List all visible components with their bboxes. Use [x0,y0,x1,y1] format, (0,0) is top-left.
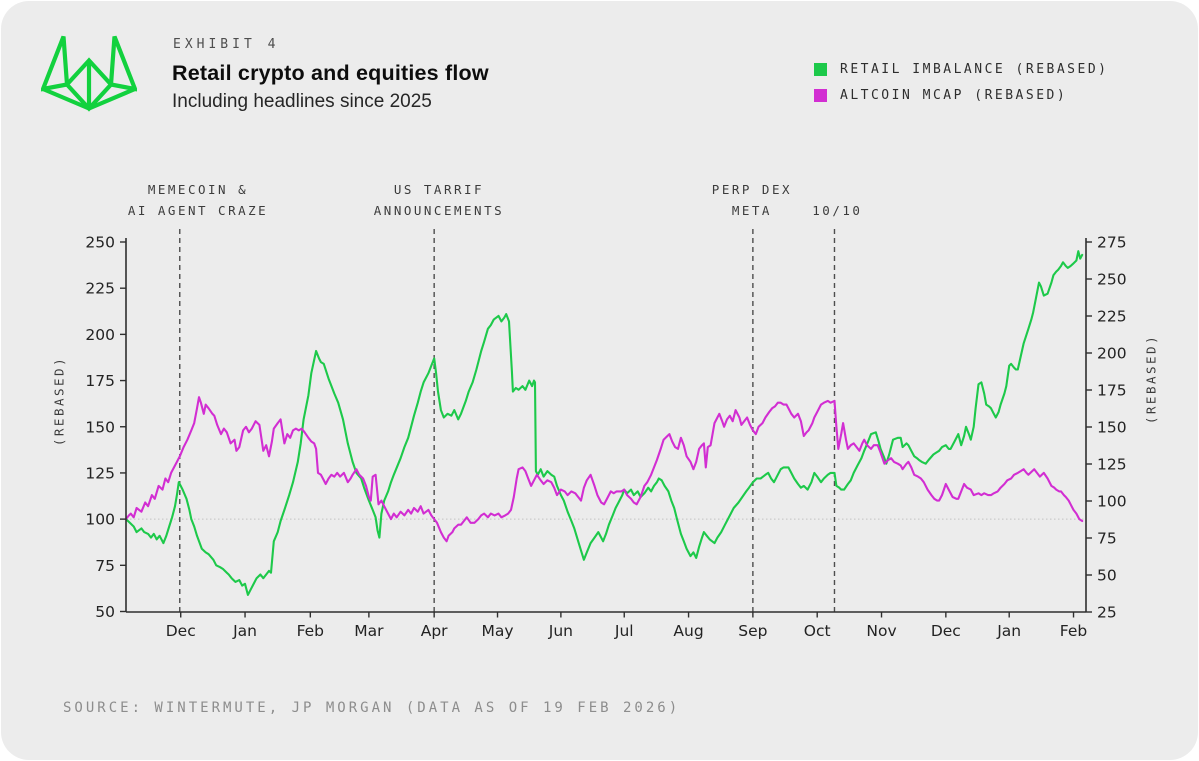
annotation-line: 10/10 [812,203,863,218]
left-axis-tick-label: 75 [95,557,115,575]
page-title: Retail crypto and equities flow [172,61,489,85]
annotation-line: PERP DEX [711,182,793,197]
legend: RETAIL IMBALANCE (REBASED) ALTCOIN MCAP … [814,56,1109,108]
left-axis-tick-label: 125 [85,464,115,482]
annotation-line: AI AGENT CRAZE [127,203,269,218]
left-axis-tick-label: 100 [85,511,115,529]
x-axis-tick-label: Mar [354,622,384,640]
annotation-line: MEMECOIN & [147,182,249,197]
x-axis-tick-label: Oct [804,622,831,640]
annotation-perp-dex-meta: PERP DEX META [632,179,872,221]
x-axis-tick-label: Apr [421,622,448,640]
right-axis-tick-label: 50 [1097,567,1117,585]
x-axis-tick-label: Jan [996,622,1021,640]
altcoin-mcap-swatch-icon [814,88,827,102]
annotation-10-10: 10/10 [717,179,957,221]
x-axis-tick-label: Aug [673,622,703,640]
right-axis-tick-label: 275 [1097,234,1127,252]
x-axis-tick-label: Sep [738,622,767,640]
wintermute-logo-icon [41,35,137,112]
legend-label: RETAIL IMBALANCE (REBASED) [840,61,1109,77]
legend-label: ALTCOIN MCAP (REBASED) [840,87,1068,103]
right-axis-tick-label: 125 [1097,456,1127,474]
series-line-altcoin-mcap [124,396,1084,543]
annotation-line: US TARRIF [393,182,485,197]
left-axis-tick-label: 250 [85,234,115,252]
right-axis-tick-label: 225 [1097,308,1127,326]
x-axis-tick-label: Feb [1060,622,1087,640]
right-axis-tick-label: 200 [1097,345,1127,363]
left-axis-tick-label: 50 [95,603,115,621]
x-axis-tick-label: May [481,622,513,640]
exhibit-label: EXHIBIT 4 [173,37,280,52]
annotation-us-tarrif-announcements: US TARRIF ANNOUNCEMENTS [319,179,559,221]
right-axis-tick-label: 150 [1097,419,1127,437]
x-axis-tick-label: Jun [548,622,573,640]
left-axis-tick-label: 200 [85,326,115,344]
legend-item-altcoin-mcap: ALTCOIN MCAP (REBASED) [814,82,1109,108]
series-line-retail-imbalance [124,250,1084,596]
annotation-line: ANNOUNCEMENTS [373,203,505,218]
legend-item-retail-imbalance: RETAIL IMBALANCE (REBASED) [814,56,1109,82]
right-axis-tick-label: 250 [1097,271,1127,289]
x-axis-tick-label: Nov [866,622,896,640]
x-axis-tick-label: Dec [931,622,961,640]
left-axis-tick-label: 150 [85,418,115,436]
right-axis-tick-label: 175 [1097,382,1127,400]
right-axis-tick-label: 100 [1097,493,1127,511]
left-axis-tick-label: 225 [85,280,115,298]
right-axis-tick-label: 25 [1097,604,1117,622]
page-subtitle: Including headlines since 2025 [172,91,432,112]
annotation-line: META [731,203,772,218]
annotation-memecoin-ai-agent-craze: MEMECOIN & AI AGENT CRAZE [78,179,318,221]
retail-imbalance-swatch-icon [814,62,827,76]
source-note: SOURCE: WINTERMUTE, JP MORGAN (DATA AS O… [63,700,681,716]
x-axis-tick-label: Jul [614,622,634,640]
right-axis-tick-label: 75 [1097,530,1117,548]
x-axis-tick-label: Feb [297,622,324,640]
x-axis-tick-label: Dec [166,622,196,640]
x-axis-tick-label: Jan [232,622,257,640]
left-axis-tick-label: 175 [85,372,115,390]
